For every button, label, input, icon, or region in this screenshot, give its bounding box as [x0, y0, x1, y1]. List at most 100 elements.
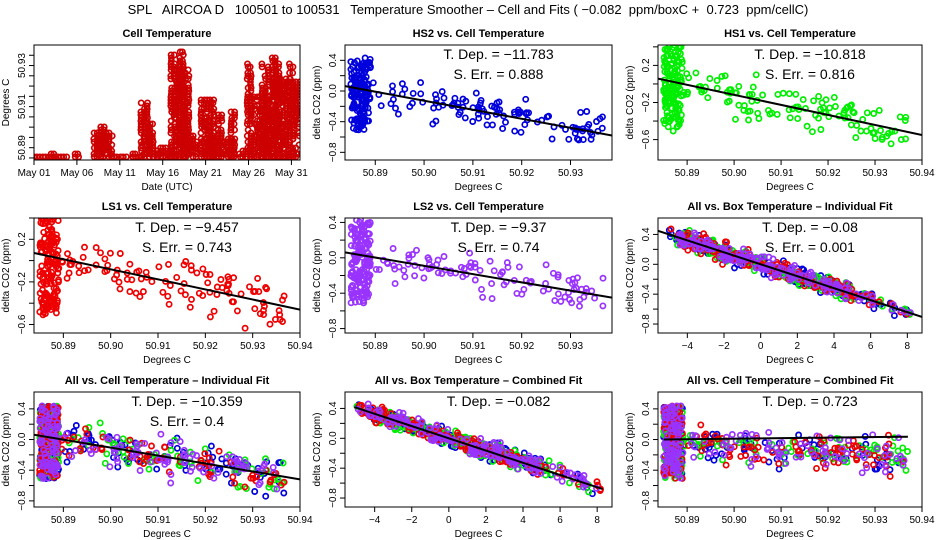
data-point — [372, 419, 380, 427]
data-point — [522, 110, 530, 118]
y-tick-label: −0.4 — [328, 111, 339, 131]
data-point — [43, 291, 51, 298]
data-point — [749, 83, 757, 91]
data-point — [271, 54, 279, 62]
data-point — [794, 447, 802, 455]
data-point — [179, 75, 187, 83]
panel-all-cell-individual: All vs. Cell Temperature – Individual Fi… — [1, 375, 313, 540]
data-point — [775, 460, 783, 468]
data-point — [548, 135, 556, 143]
data-point — [41, 450, 49, 458]
data-point — [862, 290, 870, 298]
data-point — [704, 236, 712, 244]
data-point — [38, 262, 46, 270]
data-point — [247, 84, 255, 92]
data-point — [208, 462, 216, 470]
data-point — [711, 256, 719, 263]
data-point — [199, 292, 207, 300]
data-point — [148, 132, 156, 140]
x-tick-label: May 11 — [104, 168, 136, 179]
data-point — [531, 468, 539, 476]
data-point — [873, 445, 881, 453]
data-point — [187, 467, 194, 475]
data-point — [578, 474, 586, 482]
data-point — [830, 93, 838, 101]
data-point — [59, 434, 67, 442]
data-point — [186, 303, 194, 311]
data-point — [411, 272, 419, 280]
data-point — [217, 276, 225, 283]
data-point — [155, 263, 163, 271]
data-point — [53, 461, 61, 469]
data-point — [157, 430, 165, 438]
y-tick-label: −0.2 — [17, 272, 28, 292]
data-point — [218, 111, 226, 119]
panel-title: HS1 vs. Cell Temperature — [724, 28, 856, 40]
panel-title: HS2 vs. Cell Temperature — [413, 28, 545, 40]
data-point — [289, 78, 297, 86]
data-point — [113, 433, 121, 441]
data-point — [233, 307, 241, 315]
data-point — [787, 448, 795, 456]
x-tick-label: 50.91 — [460, 341, 485, 352]
data-point — [775, 465, 783, 473]
y-tick-label: 0.0 — [328, 250, 339, 264]
data-point — [483, 121, 491, 129]
data-point — [571, 129, 579, 137]
data-point — [358, 290, 366, 298]
x-axis-label: Date (UTC) — [141, 182, 192, 193]
data-point — [231, 108, 239, 116]
data-point — [275, 60, 283, 68]
data-point — [355, 117, 363, 125]
data-point — [855, 450, 863, 458]
data-point — [106, 249, 114, 257]
data-point — [727, 86, 735, 94]
data-point — [231, 111, 239, 119]
data-point — [60, 153, 68, 160]
y-tick-label: −0.8 — [328, 318, 339, 338]
data-point — [193, 269, 201, 277]
data-point — [207, 442, 215, 450]
data-point — [47, 409, 55, 417]
data-point — [254, 274, 262, 282]
data-point — [754, 109, 762, 117]
annotation-text: S. Err. = 0.743 — [142, 239, 232, 255]
data-point — [678, 45, 686, 47]
data-point — [773, 110, 781, 118]
data-point — [848, 101, 855, 109]
data-point — [295, 81, 300, 89]
annotation-text: T. Dep. = −9.37 — [451, 219, 547, 235]
y-tick-label: −0.6 — [17, 314, 28, 334]
data-point — [438, 88, 446, 96]
data-point — [735, 82, 743, 90]
data-point — [794, 115, 802, 123]
data-point — [890, 312, 898, 320]
data-point — [41, 219, 49, 227]
data-point — [241, 483, 249, 491]
data-point — [399, 413, 407, 421]
data-point — [417, 430, 425, 438]
data-point — [234, 483, 242, 491]
data-point — [353, 218, 360, 224]
data-point — [68, 453, 76, 460]
data-point — [732, 115, 739, 123]
data-point — [557, 297, 565, 305]
data-point — [286, 69, 294, 77]
data-point — [74, 150, 82, 158]
data-point — [280, 292, 288, 300]
data-point — [486, 257, 494, 265]
data-point — [165, 300, 173, 308]
data-point — [261, 87, 269, 95]
annotation-text: S. Err. = 0.888 — [454, 66, 544, 82]
y-axis-label: delta CO2 (ppm) — [625, 413, 636, 487]
data-point — [145, 465, 153, 473]
x-tick-label: −4 — [369, 515, 381, 526]
data-point — [522, 95, 530, 103]
data-point — [660, 116, 668, 124]
data-point — [223, 287, 231, 295]
y-tick-label: 0.0 — [641, 257, 652, 271]
data-point — [499, 125, 507, 133]
x-tick-label: 50.89 — [51, 515, 76, 526]
data-point — [47, 272, 55, 280]
